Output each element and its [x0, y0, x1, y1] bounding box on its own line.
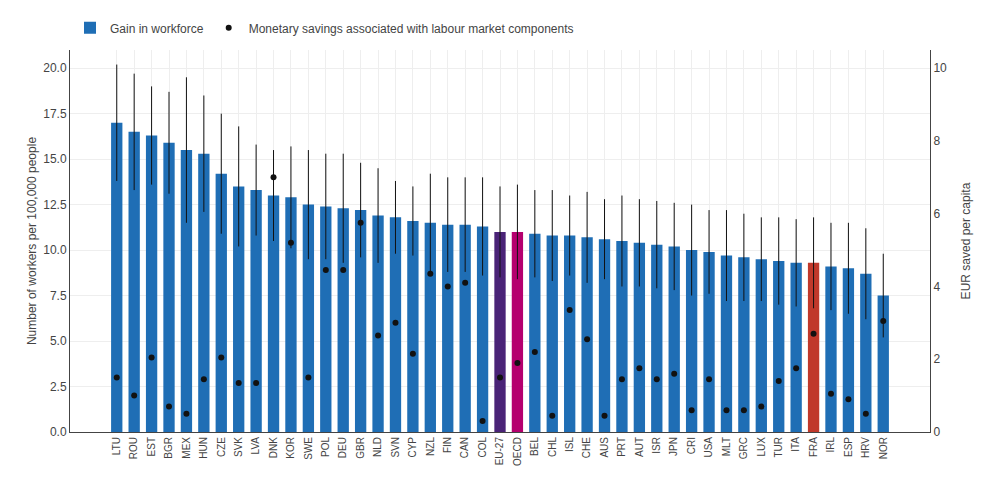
- svg-text:17.5: 17.5: [43, 107, 67, 121]
- svg-text:BGR: BGR: [163, 437, 174, 459]
- svg-text:0: 0: [933, 425, 940, 439]
- svg-text:2: 2: [933, 352, 940, 366]
- svg-text:Gain in workforce: Gain in workforce: [110, 22, 204, 36]
- svg-text:EUR saved per capita: EUR saved per capita: [959, 182, 973, 299]
- svg-text:LVA: LVA: [250, 437, 261, 455]
- svg-text:NZL: NZL: [425, 437, 436, 456]
- svg-text:CZE: CZE: [216, 437, 227, 457]
- svg-text:EST: EST: [146, 437, 157, 456]
- svg-text:FIN: FIN: [442, 437, 453, 453]
- svg-text:TUR: TUR: [773, 437, 784, 458]
- svg-text:USA: USA: [703, 437, 714, 458]
- svg-text:2.5: 2.5: [50, 380, 67, 394]
- svg-text:8: 8: [933, 134, 940, 148]
- svg-text:ISL: ISL: [564, 437, 575, 452]
- svg-text:6: 6: [933, 207, 940, 221]
- svg-text:GBR: GBR: [355, 437, 366, 459]
- svg-text:LTU: LTU: [111, 437, 122, 455]
- svg-text:MEX: MEX: [181, 437, 192, 459]
- svg-text:PRT: PRT: [616, 437, 627, 457]
- svg-text:ESP: ESP: [843, 437, 854, 457]
- svg-text:BEL: BEL: [529, 437, 540, 456]
- svg-text:10.0: 10.0: [43, 243, 67, 257]
- svg-text:15.0: 15.0: [43, 152, 67, 166]
- svg-text:10: 10: [933, 61, 947, 75]
- svg-text:12.5: 12.5: [43, 198, 67, 212]
- svg-text:FRA: FRA: [808, 437, 819, 457]
- svg-text:HRV: HRV: [860, 437, 871, 458]
- svg-text:LUX: LUX: [756, 437, 767, 457]
- svg-text:SVK: SVK: [233, 437, 244, 457]
- svg-text:ITA: ITA: [790, 437, 801, 452]
- svg-text:POL: POL: [320, 437, 331, 457]
- svg-text:5.0: 5.0: [50, 334, 67, 348]
- svg-text:SWE: SWE: [303, 437, 314, 460]
- svg-text:Monetary savings associated wi: Monetary savings associated with labour …: [249, 22, 574, 36]
- svg-text:DEU: DEU: [337, 437, 348, 458]
- svg-text:MLT: MLT: [721, 437, 732, 456]
- svg-text:CHL: CHL: [547, 437, 558, 457]
- svg-text:JPN: JPN: [668, 437, 679, 456]
- svg-text:NOR: NOR: [878, 437, 889, 459]
- svg-text:Number of workers per 100,000: Number of workers per 100,000 people: [25, 137, 39, 345]
- svg-text:HUN: HUN: [198, 437, 209, 459]
- svg-text:COL: COL: [477, 437, 488, 458]
- svg-text:7.5: 7.5: [50, 289, 67, 303]
- svg-text:CRI: CRI: [686, 437, 697, 454]
- svg-text:DNK: DNK: [268, 437, 279, 458]
- svg-text:20.0: 20.0: [43, 61, 67, 75]
- svg-text:AUT: AUT: [634, 437, 645, 457]
- svg-text:CHE: CHE: [581, 437, 592, 458]
- svg-text:CAN: CAN: [459, 437, 470, 458]
- svg-text:4: 4: [933, 280, 940, 294]
- svg-text:CYP: CYP: [407, 437, 418, 458]
- svg-text:KOR: KOR: [285, 437, 296, 459]
- svg-text:ISR: ISR: [651, 437, 662, 454]
- svg-text:OECD: OECD: [512, 437, 523, 466]
- svg-text:SVN: SVN: [390, 437, 401, 458]
- svg-text:IRL: IRL: [825, 437, 836, 453]
- svg-text:GRC: GRC: [738, 437, 749, 459]
- svg-text:AUS: AUS: [599, 437, 610, 458]
- svg-text:0.0: 0.0: [50, 425, 67, 439]
- svg-text:NLD: NLD: [372, 437, 383, 457]
- svg-text:EU-27: EU-27: [494, 437, 505, 466]
- svg-text:ROU: ROU: [128, 437, 139, 459]
